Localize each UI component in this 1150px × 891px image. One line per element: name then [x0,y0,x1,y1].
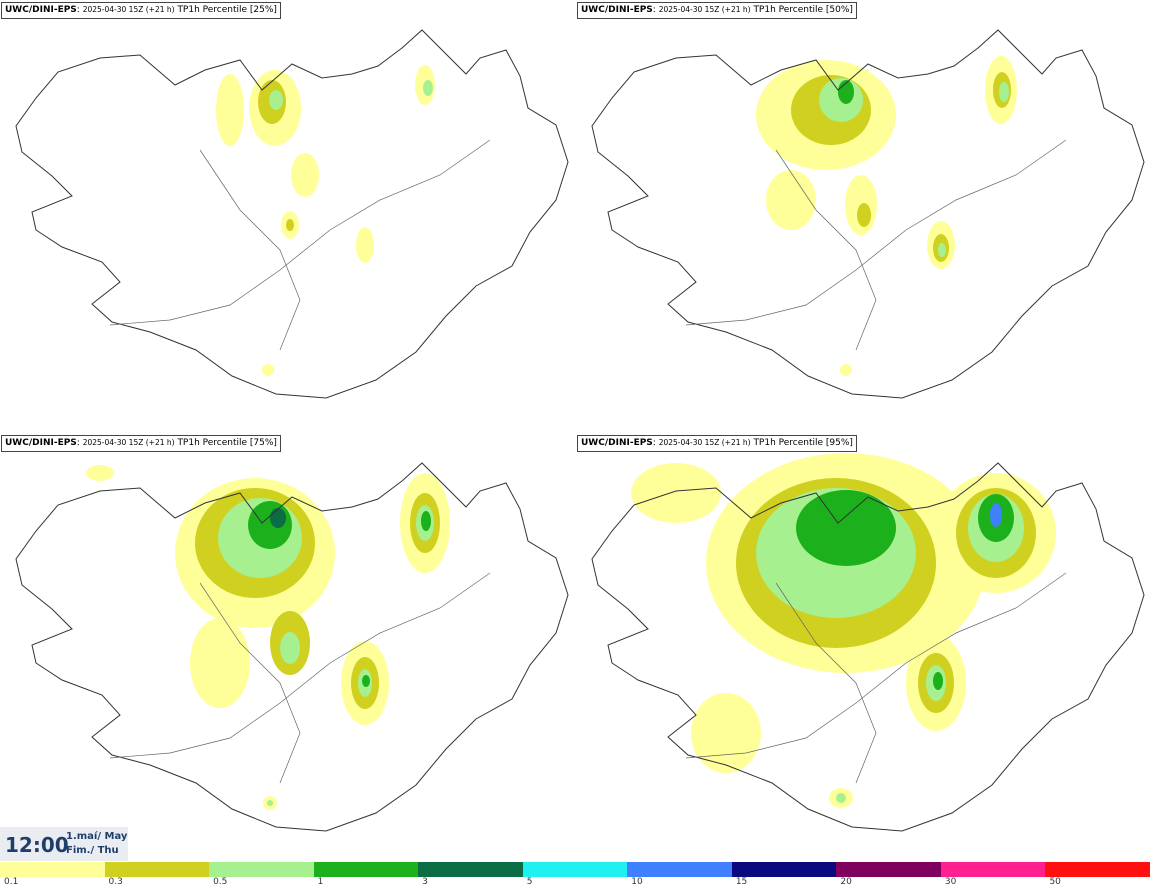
legend-color-7 [731,862,837,877]
legend-tick: 3 [422,877,428,887]
legend-tick: 0.5 [213,877,228,887]
legend-color-8 [836,862,941,877]
legend-color-1 [104,862,210,877]
iceland-map [591,29,1145,399]
legend-color-2 [209,862,314,877]
precip-areas [216,65,435,376]
legend-tick: 30 [944,877,957,887]
legend-tick: 0.3 [108,877,123,887]
valid-hour: 12:00 [5,833,69,857]
legend-color-4 [418,862,523,877]
map-panel-25: UWC/DINI-EPS: 2025-04-30 15Z (+21 h) TP1… [0,0,573,430]
precip-areas [86,465,450,810]
iceland-map [15,29,569,399]
legend-tick: 10 [631,877,643,887]
precip-areas [756,56,1017,376]
legend-tick: 20 [840,877,852,887]
iceland-map [15,462,569,832]
legend-color-10 [1045,862,1150,877]
legend-color-0 [0,862,105,877]
legend-tick: 1 [317,877,324,887]
legend-color-9 [940,862,1046,877]
map-panel-75: UWC/DINI-EPS: 2025-04-30 15Z (+21 h) TP1… [0,433,573,863]
color-legend [0,862,1150,877]
precip-areas [631,453,1056,808]
legend-ticks: 0.1 0.3 0.5 1 3 5 10 15 20 30 50 [0,877,1150,891]
legend-tick: 5 [526,877,533,887]
valid-time-box: 12:00 1.maí/ May Fim./ Thu [0,827,128,861]
legend-tick: 50 [1049,877,1061,887]
panel-title: UWC/DINI-EPS: 2025-04-30 15Z (+21 h) TP1… [577,435,857,452]
panel-title: UWC/DINI-EPS: 2025-04-30 15Z (+21 h) TP1… [1,435,281,452]
valid-weekday: Fim./ Thu [66,845,119,856]
iceland-map [591,453,1145,832]
legend-tick: 0.1 [4,877,19,887]
legend-color-6 [627,862,732,877]
map-panel-95: UWC/DINI-EPS: 2025-04-30 15Z (+21 h) TP1… [576,433,1149,863]
legend-tick: 15 [735,877,748,887]
legend-color-3 [313,862,419,877]
panel-title: UWC/DINI-EPS: 2025-04-30 15Z (+21 h) TP1… [1,2,281,19]
valid-date: 1.maí/ May [66,831,128,842]
map-panel-50: UWC/DINI-EPS: 2025-04-30 15Z (+21 h) TP1… [576,0,1149,430]
legend-color-5 [522,862,628,877]
panel-title: UWC/DINI-EPS: 2025-04-30 15Z (+21 h) TP1… [577,2,857,19]
